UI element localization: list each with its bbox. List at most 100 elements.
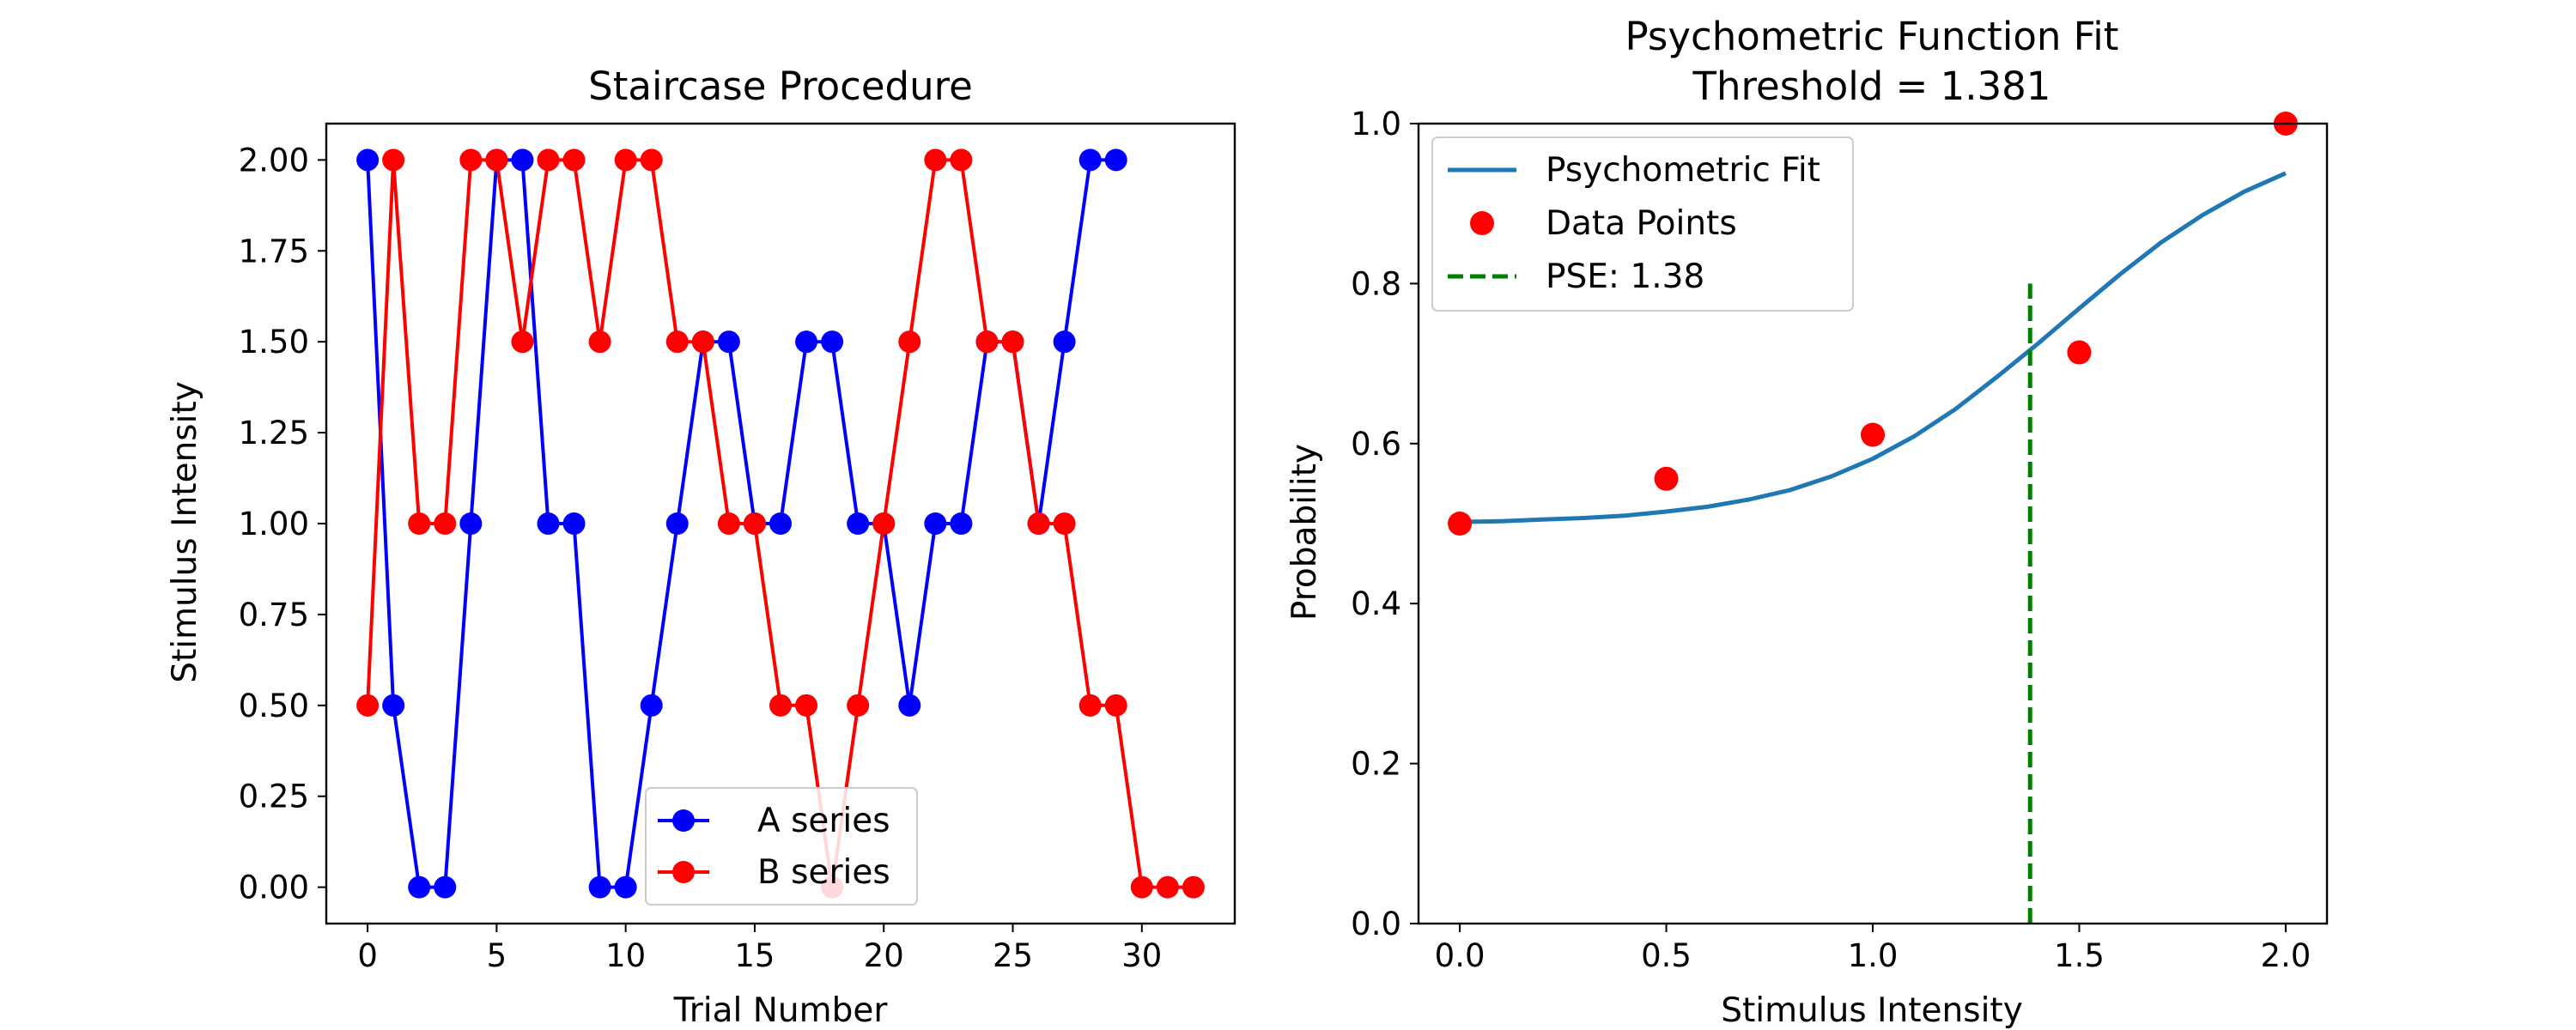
data-point-a-series [769, 512, 792, 535]
x-tick-label: 25 [993, 937, 1033, 974]
data-point-a-series [434, 876, 457, 899]
y-tick-label: 2.00 [239, 142, 309, 179]
data-point-a-series [408, 876, 431, 899]
y-tick-label: 0.6 [1351, 426, 1401, 463]
data-point [1448, 512, 1473, 536]
legend-marker-a-series [672, 809, 695, 832]
data-point-b-series [1104, 694, 1127, 717]
data-point-a-series [898, 694, 921, 717]
x-tick-label: 1.0 [1848, 937, 1899, 974]
data-point-a-series [1104, 148, 1127, 172]
data-point-b-series [588, 330, 611, 354]
x-axis-label: Trial Number [673, 991, 889, 1030]
data-point-b-series [511, 330, 534, 354]
data-point-a-series [562, 512, 586, 535]
x-tick-label: 20 [864, 937, 904, 974]
data-point-a-series [614, 876, 637, 899]
data-point-b-series [485, 148, 508, 172]
data-point-b-series [665, 330, 689, 354]
data-point-b-series [382, 148, 405, 172]
data-point-a-series [356, 148, 380, 172]
data-point-b-series [717, 512, 740, 535]
data-point-a-series [795, 330, 818, 354]
data-point-b-series [795, 694, 818, 717]
data-point-b-series [898, 330, 921, 354]
data-point-b-series [924, 148, 947, 172]
plot-layer [1448, 112, 2298, 924]
legend: A series B series [645, 787, 918, 906]
data-point-a-series [1078, 148, 1102, 172]
legend-label-pse: PSE: 1.38 [1546, 258, 1704, 296]
x-tick-label: 1.5 [2054, 937, 2105, 974]
plot-area-frame [1417, 122, 2329, 925]
legend-label-psychometric-fit: Psychometric Fit [1546, 151, 1820, 190]
data-point-a-series [924, 512, 947, 535]
data-point-b-series [537, 148, 560, 172]
legend-label-a-series: A series [757, 802, 890, 840]
legend-label-data-points: Data Points [1546, 204, 1737, 243]
data-point-a-series [821, 330, 844, 354]
y-tick-label: 0.50 [239, 688, 309, 724]
psychometric-chart: Psychometric Function Fit Threshold = 1.… [1285, 14, 2329, 1030]
data-point-a-series [459, 512, 483, 535]
legend-marker-b-series [672, 861, 695, 883]
data-point-b-series [769, 694, 792, 717]
y-tick-label: 0.00 [239, 869, 309, 906]
data-point-a-series [1053, 330, 1076, 354]
data-point-b-series [1156, 876, 1179, 899]
x-tick-label: 15 [734, 937, 775, 974]
y-axis-label: Stimulus Intensity [166, 381, 204, 683]
data-point-b-series [640, 148, 663, 172]
data-point-a-series [588, 876, 611, 899]
y-tick-label: 0.2 [1351, 746, 1401, 783]
data-point-b-series [1130, 876, 1153, 899]
data-point-b-series [847, 694, 870, 717]
tick-layer: 0.0 0.5 1.0 1.5 2.0 0.0 0.2 0.4 0.6 0.8 1.0 [1351, 106, 2311, 974]
data-point [2067, 340, 2092, 365]
chart-title: Psychometric Function Fit [1625, 14, 2119, 59]
y-tick-label: 1.25 [239, 415, 309, 451]
x-tick-label: 5 [487, 937, 507, 974]
staircase-chart: Staircase Procedure Trial Number Stimulu… [166, 64, 1236, 1030]
y-tick-label: 0.25 [239, 779, 309, 815]
data-point-a-series [640, 694, 663, 717]
legend-box [645, 787, 918, 906]
chart-subtitle: Threshold = 1.381 [1692, 64, 2051, 109]
data-point-b-series [1078, 694, 1102, 717]
data-point-b-series [743, 512, 766, 535]
y-tick-label: 0.8 [1351, 265, 1401, 302]
y-tick-label: 0.0 [1351, 906, 1401, 942]
data-point-a-series [847, 512, 870, 535]
data-point [1861, 422, 1885, 447]
data-point-b-series [1001, 330, 1024, 354]
y-tick-label: 1.50 [239, 324, 309, 360]
data-point-a-series [382, 694, 405, 717]
x-tick-label: 0 [357, 937, 378, 974]
legend: Psychometric Fit Data Points PSE: 1.38 [1431, 136, 1854, 312]
data-point-a-series [511, 148, 534, 172]
plot-layer [356, 148, 1205, 899]
data-point-b-series [562, 148, 586, 172]
legend-box [1431, 136, 1854, 312]
data-point [1654, 466, 1679, 491]
data-point-b-series [356, 694, 380, 717]
data-point-b-series [1027, 512, 1050, 535]
data-point-a-series [950, 512, 973, 535]
x-tick-label: 30 [1121, 937, 1162, 974]
x-tick-label: 0.0 [1435, 937, 1485, 974]
x-tick-label: 10 [605, 937, 646, 974]
y-tick-label: 0.4 [1351, 585, 1401, 622]
data-point-b-series [434, 512, 457, 535]
data-point-b-series [872, 512, 896, 535]
data-point-a-series [537, 512, 560, 535]
y-tick-label: 1.0 [1351, 106, 1401, 142]
x-tick-label: 0.5 [1641, 937, 1692, 974]
data-point-b-series [459, 148, 483, 172]
data-point-b-series [408, 512, 431, 535]
data-point-b-series [614, 148, 637, 172]
data-point-b-series [1182, 876, 1205, 899]
legend-marker-data-points [1470, 211, 1494, 235]
y-tick-label: 1.00 [239, 506, 309, 542]
data-point-a-series [717, 330, 740, 354]
